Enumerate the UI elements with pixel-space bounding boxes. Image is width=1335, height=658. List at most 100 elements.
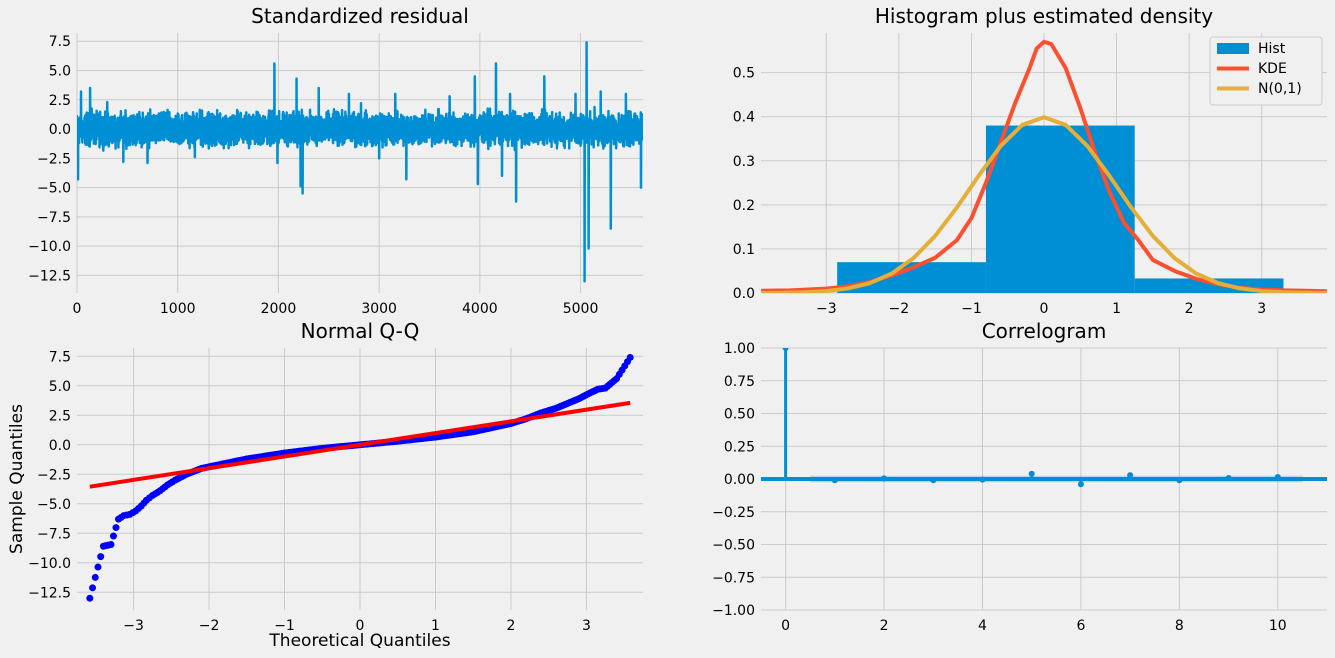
qq-2-y-tick-label: −12.5: [28, 585, 71, 601]
residual-0-y-tick-label: −5.0: [37, 181, 71, 197]
x-axis-label: Theoretical Quantiles: [268, 631, 450, 651]
legend-label: KDE: [1258, 61, 1287, 77]
qq-point: [89, 584, 97, 592]
acf-marker: [881, 475, 888, 482]
qq-2-x-tick-label: −3: [123, 618, 144, 634]
histogram-1-x-tick-label: −1: [961, 301, 982, 317]
legend-label: N(0,1): [1258, 81, 1302, 97]
acf-marker: [979, 476, 986, 483]
residual-0-x-tick-label: 2000: [261, 301, 297, 317]
correlogram-3-x-tick-label: 10: [1269, 618, 1287, 634]
residual-0-x-tick-label: 0: [73, 301, 82, 317]
qq-2-y-tick-label: 5.0: [49, 379, 71, 395]
qq-2-y-tick-label: −10.0: [28, 556, 71, 572]
acf-marker: [1028, 470, 1035, 477]
qq-point: [626, 353, 634, 361]
qq-2-x-tick-label: 1: [431, 618, 440, 634]
qq-2-x-tick-label: 2: [506, 618, 515, 634]
correlogram-3-x-tick-label: 4: [978, 618, 987, 634]
qq-point: [109, 532, 117, 540]
histogram-density-panel: −3 −2 −1 0 1 2 3 0.0 0.1 0.2 0.3 0.4 0.5 Histogram pl…: [733, 4, 1327, 317]
correlogram-3-y-tick-label: 0.50: [724, 407, 755, 423]
residual-0-y-tick-label: 0.0: [49, 122, 71, 138]
residual-0-x-tick-label: 4000: [462, 301, 498, 317]
acf-marker: [1225, 474, 1232, 481]
correlogram-3-y-tick-label: 0.00: [724, 472, 755, 488]
normal-qq-panel: −3 −2 −1 0 1 2 3 −12.5 −10.0 −7.5 −5.0 −2.5 0.0 2.5 5.…: [7, 319, 643, 651]
chart-title: Standardized residual: [251, 4, 469, 28]
residual-0-x-tick-label: 5000: [563, 301, 599, 317]
legend-hist-swatch: [1217, 43, 1249, 54]
correlogram-3-y-tick-label: 1.00: [724, 341, 755, 357]
qq-2-x-tick-label: 0: [356, 618, 365, 634]
qq-2-y-tick-label: −2.5: [37, 467, 71, 483]
qq-2-y-tick-label: 7.5: [49, 349, 71, 365]
acf-marker: [782, 348, 789, 351]
qq-point: [107, 541, 115, 548]
residual-0-x-tick-label: 1000: [160, 301, 196, 317]
histogram-bar: [985, 125, 1135, 293]
residual-0-x-tick-label: 3000: [361, 301, 397, 317]
acf-marker: [831, 477, 838, 484]
residual-0-y-tick-label: 7.5: [49, 34, 71, 50]
residual-0-plot-area: [77, 33, 643, 293]
histogram-1-x-tick-label: 1: [1112, 301, 1121, 317]
histogram-1-x-tick-label: −2: [889, 301, 910, 317]
correlogram-3-y-tick-label: −0.75: [712, 570, 755, 586]
qq-point: [97, 553, 105, 561]
histogram-1-y-tick-label: 0.4: [733, 110, 755, 126]
normal-density-line: [761, 115, 1327, 293]
correlogram-3-x-tick-label: 2: [880, 618, 889, 634]
acf-marker: [1077, 481, 1084, 488]
correlogram-3-x-tick-label: 8: [1175, 618, 1184, 634]
chart-title: Normal Q-Q: [301, 319, 420, 343]
residual-0-y-tick-label: −10.0: [28, 239, 71, 255]
correlogram-3-y-tick-label: −0.50: [712, 538, 755, 554]
histogram-1-y-tick-label: 0.1: [733, 242, 755, 258]
histogram-1-x-tick-label: 2: [1185, 301, 1194, 317]
correlogram-3-x-tick-label: 6: [1076, 618, 1085, 634]
residual-0-y-tick-label: −2.5: [37, 151, 71, 167]
correlogram-3-y-tick-label: −0.25: [712, 505, 755, 521]
residual-0-y-tick-label: −7.5: [37, 210, 71, 226]
histogram-1-y-tick-label: 0.5: [733, 66, 755, 82]
correlogram-3-y-tick-label: 0.75: [724, 374, 755, 390]
qq-2-y-tick-label: −7.5: [37, 526, 71, 542]
qq-2-y-tick-label: 0.0: [49, 438, 71, 454]
chart-title: Histogram plus estimated density: [875, 4, 1213, 28]
y-axis-label: Sample Quantiles: [7, 404, 27, 554]
standardized-residual-panel: 0 1000 2000 3000 4000 5000 −12.5 −10.0 −7.5 −5.0 −…: [28, 4, 643, 317]
histogram-1-x-tick-label: −3: [816, 301, 837, 317]
qq-2-x-tick-label: 3: [582, 618, 591, 634]
qq-point: [94, 563, 102, 571]
residual-0-y-tick-label: 2.5: [49, 93, 71, 109]
acf-marker: [930, 477, 937, 484]
residual-0-y-tick-label: 5.0: [49, 63, 71, 79]
histogram-1-y-tick-label: 0.3: [733, 154, 755, 170]
qq-2-y-tick-label: −5.0: [37, 497, 71, 513]
acf-marker: [1176, 477, 1183, 484]
histogram-1-y-tick-label: 0.2: [733, 198, 755, 214]
residual-0-y-tick-label: −12.5: [28, 268, 71, 284]
acf-marker: [1127, 472, 1134, 479]
qq-2-x-tick-label: −2: [199, 618, 220, 634]
qq-point: [112, 524, 120, 532]
correlogram-panel: 0 2 4 6 8 10 −1.00 −0.75 −0.50 −0.25 0.00 0.25 0.50 0…: [712, 319, 1327, 634]
histogram-1-x-tick-label: 0: [1040, 301, 1049, 317]
qq-reference-line: [89, 400, 631, 489]
histogram-1-x-tick-label: 3: [1257, 301, 1266, 317]
chart-title: Correlogram: [982, 319, 1107, 343]
qq-point: [86, 594, 94, 602]
correlogram-3-y-tick-label: −1.00: [712, 603, 755, 619]
legend-label: Hist: [1258, 41, 1286, 57]
residual-series-line: [77, 41, 643, 283]
correlogram-3-x-tick-label: 0: [781, 618, 790, 634]
qq-2-y-tick-label: 2.5: [49, 408, 71, 424]
acf-marker: [1274, 474, 1281, 481]
qq-point: [91, 573, 99, 581]
histogram-1-y-tick-label: 0.0: [733, 286, 755, 302]
legend: Hist KDE N(0,1): [1209, 36, 1323, 106]
qq-2-x-tick-label: −1: [274, 618, 295, 634]
correlogram-3-y-tick-label: 0.25: [724, 439, 755, 455]
